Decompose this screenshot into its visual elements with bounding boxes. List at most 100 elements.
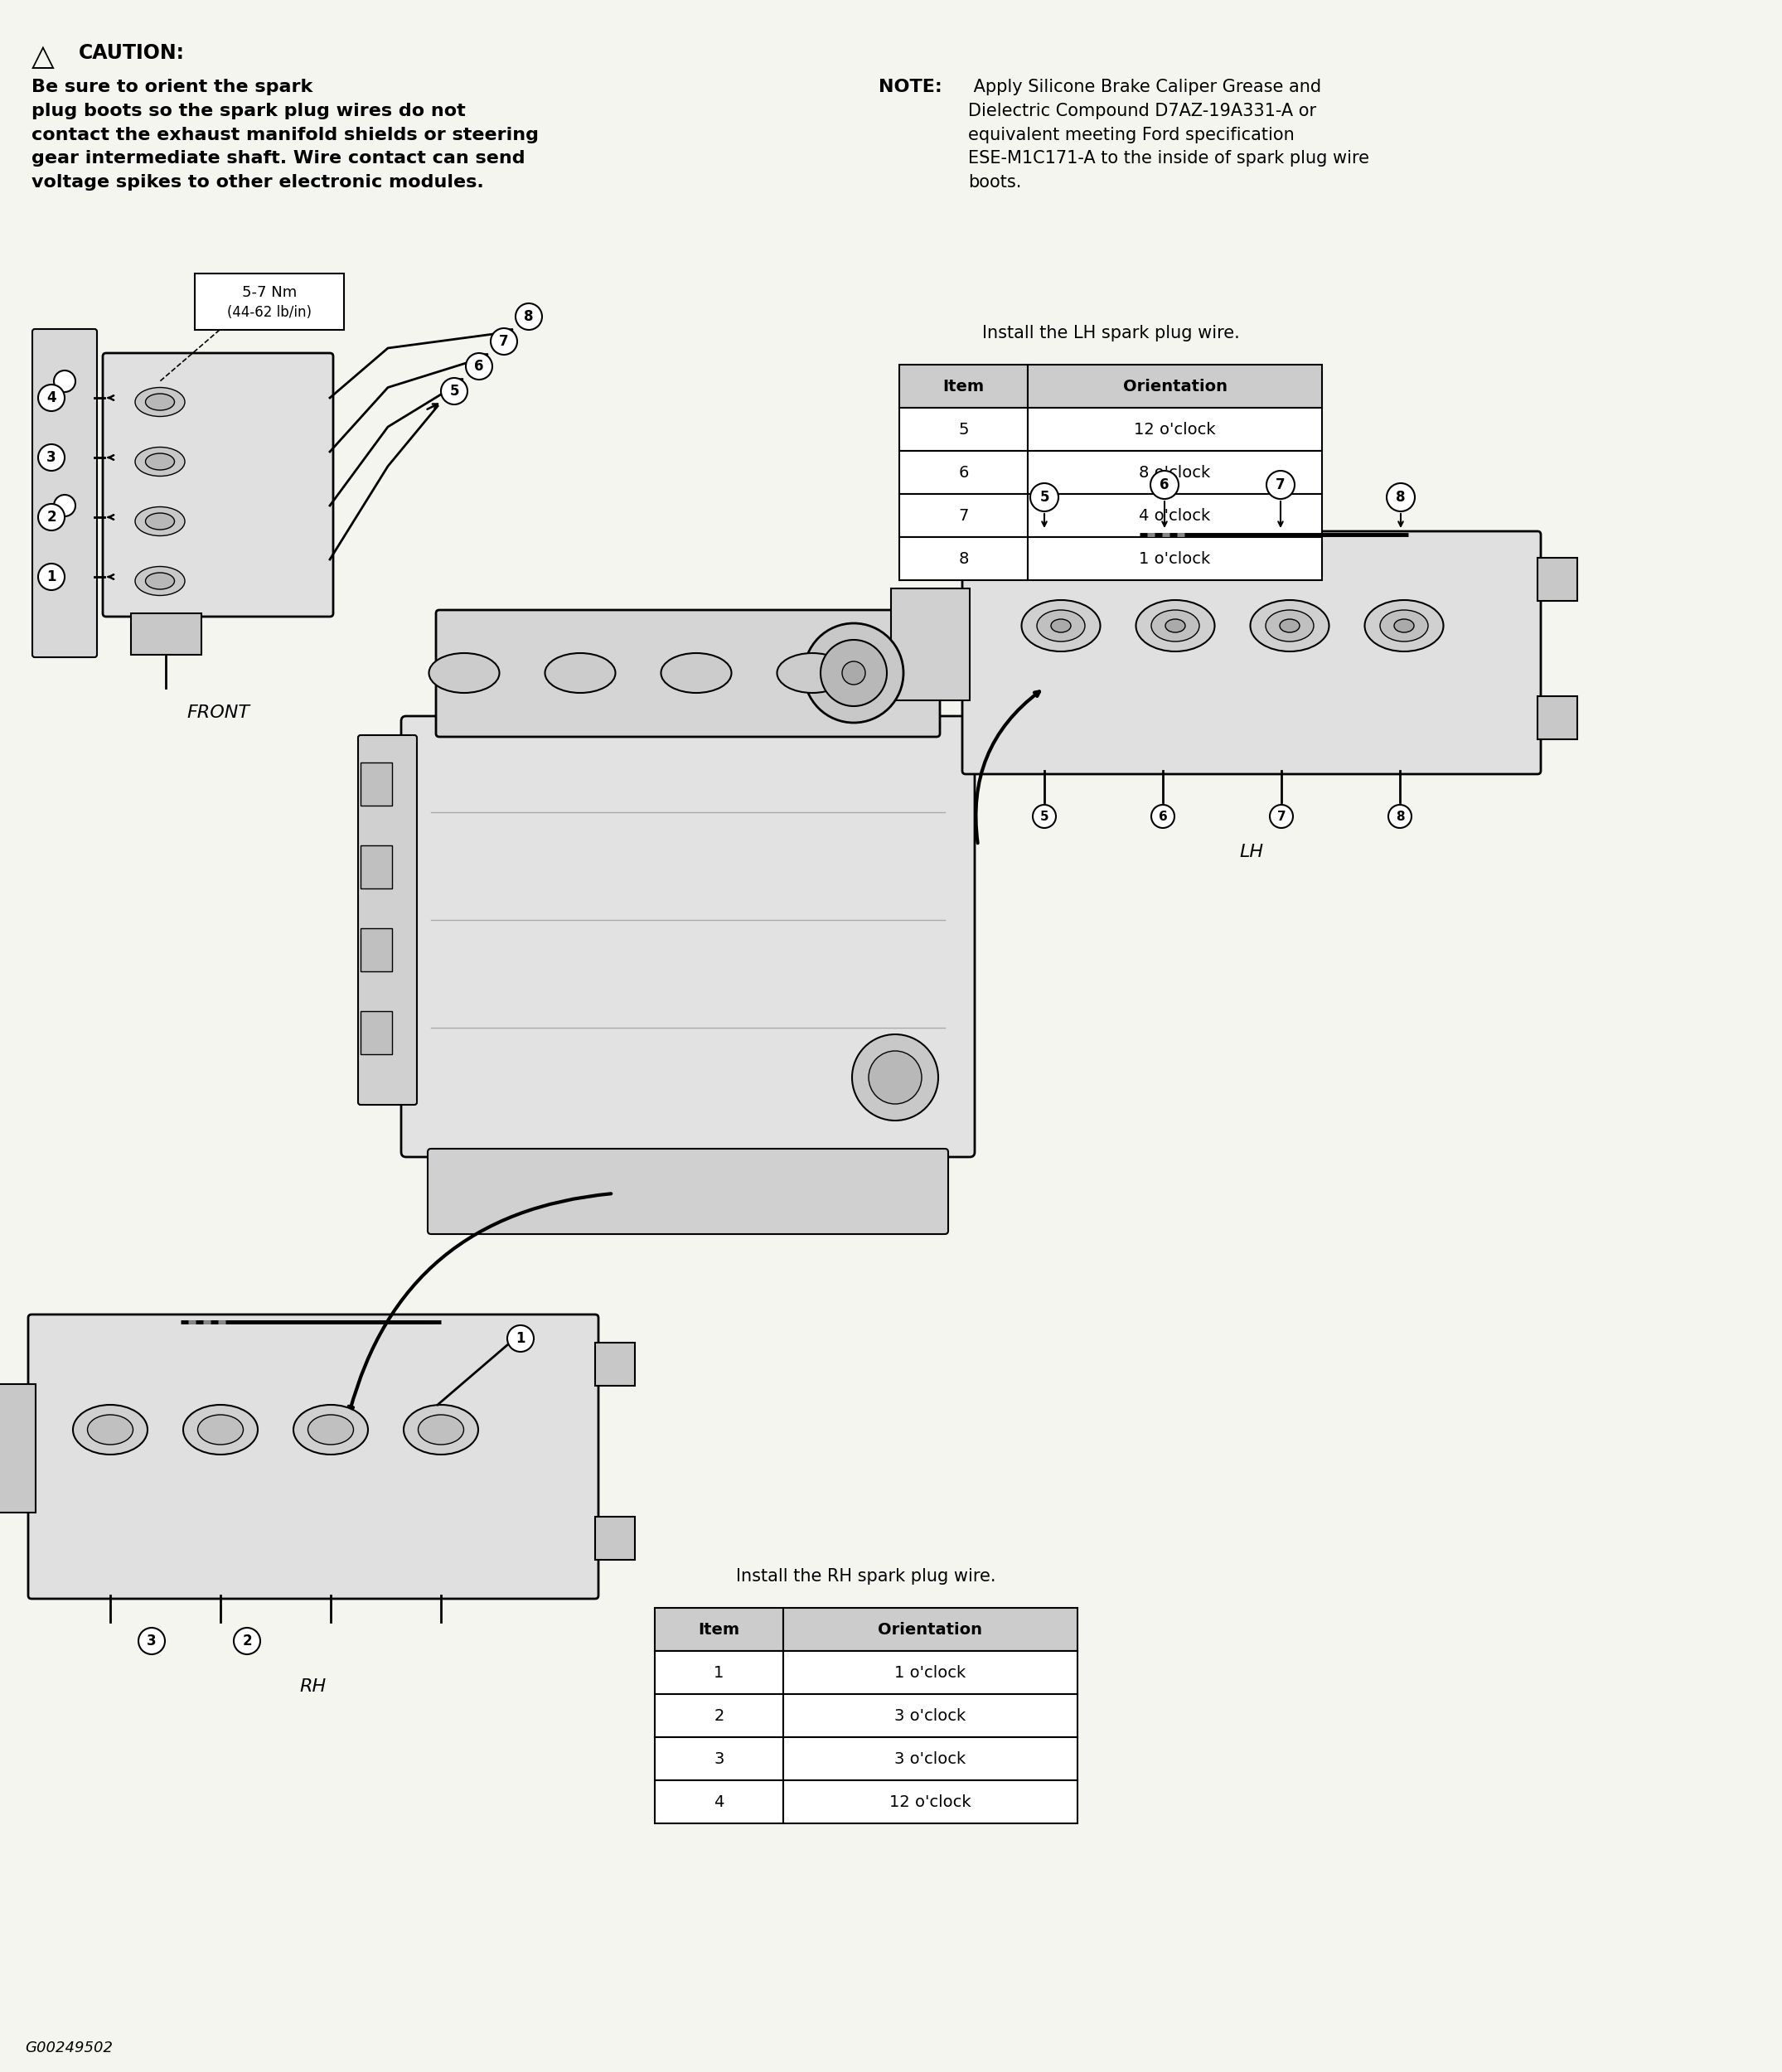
Text: 1: 1: [515, 1330, 526, 1347]
Text: 4: 4: [715, 1794, 723, 1809]
Ellipse shape: [1251, 601, 1329, 651]
Text: Orientation: Orientation: [879, 1622, 982, 1637]
Ellipse shape: [135, 566, 185, 595]
Text: 6: 6: [1160, 477, 1169, 493]
Bar: [654, 1736, 784, 1780]
Text: 5: 5: [1039, 489, 1050, 506]
Text: 3: 3: [146, 1633, 157, 1649]
Text: RH: RH: [299, 1678, 326, 1695]
Circle shape: [37, 503, 64, 530]
Ellipse shape: [661, 653, 731, 692]
Ellipse shape: [1165, 620, 1185, 632]
Text: 3: 3: [715, 1751, 723, 1767]
Ellipse shape: [1051, 620, 1071, 632]
Circle shape: [508, 1326, 535, 1351]
Circle shape: [53, 371, 75, 392]
Ellipse shape: [135, 508, 185, 537]
Ellipse shape: [545, 653, 615, 692]
Circle shape: [37, 385, 64, 410]
Text: 7: 7: [1278, 810, 1287, 823]
Circle shape: [1271, 804, 1294, 829]
Text: G00249502: G00249502: [25, 2041, 112, 2055]
Text: △: △: [32, 44, 55, 70]
Ellipse shape: [419, 1415, 463, 1444]
Ellipse shape: [198, 1415, 244, 1444]
Text: FRONT: FRONT: [187, 704, 249, 721]
Ellipse shape: [146, 394, 175, 410]
Bar: [900, 493, 1028, 537]
FancyBboxPatch shape: [358, 736, 417, 1104]
Text: 5: 5: [959, 421, 969, 437]
Bar: [194, 274, 344, 329]
Bar: [360, 762, 392, 806]
FancyBboxPatch shape: [962, 530, 1541, 775]
Text: NOTE:: NOTE:: [879, 79, 943, 95]
Text: 2: 2: [46, 510, 57, 524]
Circle shape: [1386, 483, 1415, 512]
Text: 8: 8: [524, 309, 533, 323]
Text: 7: 7: [499, 334, 508, 348]
Ellipse shape: [135, 448, 185, 477]
Bar: [900, 408, 1028, 452]
Bar: [0, 1384, 36, 1513]
Text: 8 o'clock: 8 o'clock: [1139, 464, 1210, 481]
Bar: [784, 1736, 1078, 1780]
Bar: [1028, 537, 1322, 580]
FancyBboxPatch shape: [401, 717, 975, 1156]
Text: 5: 5: [1041, 810, 1050, 823]
Text: 8: 8: [1395, 810, 1404, 823]
Bar: [891, 588, 969, 700]
Text: 7: 7: [959, 508, 969, 524]
Ellipse shape: [429, 653, 499, 692]
Ellipse shape: [73, 1405, 148, 1455]
Bar: [900, 452, 1028, 493]
Circle shape: [139, 1629, 166, 1653]
Bar: [1028, 493, 1322, 537]
Bar: [360, 1011, 392, 1055]
Circle shape: [804, 624, 903, 723]
Circle shape: [1267, 470, 1296, 499]
Bar: [1028, 365, 1322, 408]
Ellipse shape: [1265, 609, 1313, 642]
Circle shape: [490, 327, 517, 354]
Circle shape: [1151, 804, 1174, 829]
Bar: [1028, 408, 1322, 452]
Text: 4: 4: [46, 390, 57, 406]
Text: 3 o'clock: 3 o'clock: [895, 1751, 966, 1767]
Bar: [360, 845, 392, 889]
Bar: [1538, 696, 1577, 740]
Circle shape: [868, 1051, 921, 1104]
Ellipse shape: [1151, 609, 1199, 642]
Circle shape: [515, 303, 542, 329]
Circle shape: [37, 564, 64, 591]
Bar: [1538, 557, 1577, 601]
Circle shape: [53, 495, 75, 516]
Text: 5-7 Nm: 5-7 Nm: [242, 286, 298, 300]
Bar: [1028, 452, 1322, 493]
Text: 2: 2: [242, 1633, 251, 1649]
Text: 7: 7: [1276, 477, 1285, 493]
Ellipse shape: [87, 1415, 134, 1444]
Bar: [784, 1651, 1078, 1695]
Text: 3: 3: [46, 450, 57, 464]
Text: 4 o'clock: 4 o'clock: [1139, 508, 1210, 524]
Bar: [654, 1780, 784, 1823]
Ellipse shape: [135, 387, 185, 416]
Ellipse shape: [294, 1405, 369, 1455]
FancyBboxPatch shape: [437, 609, 939, 738]
Bar: [784, 1695, 1078, 1736]
Bar: [900, 365, 1028, 408]
Ellipse shape: [146, 454, 175, 470]
Text: 1 o'clock: 1 o'clock: [895, 1664, 966, 1680]
Text: Orientation: Orientation: [1123, 379, 1228, 394]
Ellipse shape: [1021, 601, 1099, 651]
Circle shape: [1030, 483, 1059, 512]
Text: 5: 5: [449, 383, 460, 398]
Circle shape: [843, 661, 866, 684]
Bar: [900, 537, 1028, 580]
Text: 1: 1: [46, 570, 57, 584]
Text: 3 o'clock: 3 o'clock: [895, 1707, 966, 1724]
Bar: [654, 1695, 784, 1736]
Text: Item: Item: [699, 1622, 740, 1637]
Bar: [130, 613, 201, 655]
